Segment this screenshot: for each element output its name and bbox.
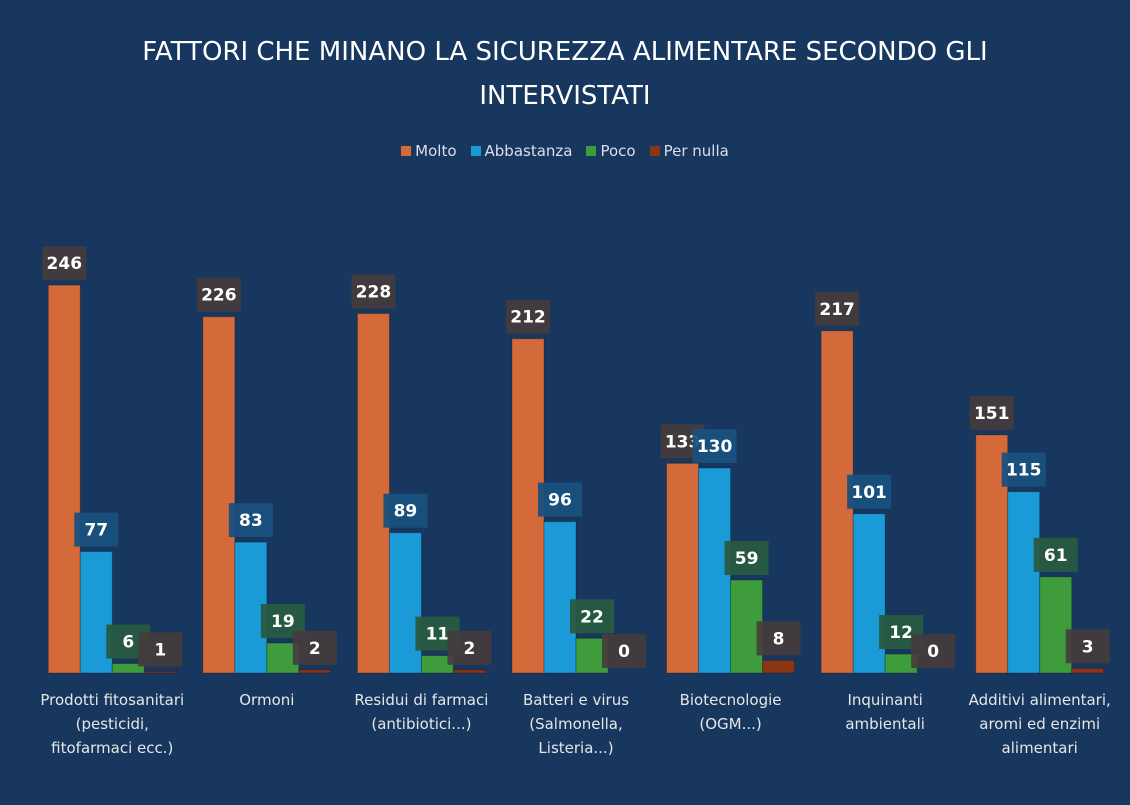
data-label: 101	[851, 483, 887, 503]
data-label: 59	[735, 549, 759, 569]
bar	[298, 669, 332, 674]
legend: Molto Abbastanza Poco Per nulla	[0, 142, 1130, 160]
legend-item: Per nulla	[649, 142, 729, 160]
x-tick-label: Batteri e virus (Salmonella, Listeria...…	[522, 691, 630, 757]
data-label-box	[1001, 452, 1046, 487]
x-tick-label: Inquinanti ambientali	[845, 691, 925, 733]
data-label: 115	[1006, 461, 1042, 481]
data-label: 8	[773, 629, 785, 649]
bar	[388, 532, 422, 674]
data-label-box	[447, 630, 492, 665]
legend-item: Poco	[586, 142, 636, 160]
data-label-box	[1065, 629, 1110, 664]
data-label-box	[911, 634, 956, 668]
data-label-box	[292, 630, 337, 665]
data-label-box	[74, 512, 119, 547]
data-label-box	[602, 634, 646, 668]
data-label: 12	[889, 623, 913, 643]
data-label-box	[692, 429, 737, 464]
legend-swatch	[401, 146, 412, 156]
data-label: 89	[394, 502, 418, 522]
legend-label: Molto	[415, 142, 457, 160]
bar	[202, 316, 236, 674]
data-label: 2	[464, 639, 476, 659]
data-label-box	[847, 474, 892, 509]
x-tick-label: Ormoni	[239, 691, 295, 709]
data-label-box	[815, 291, 860, 326]
data-label: 61	[1044, 546, 1068, 566]
data-label-box	[138, 632, 183, 667]
data-label-box	[969, 395, 1014, 430]
data-label-box	[756, 621, 801, 656]
legend-swatch	[586, 146, 597, 156]
x-tick-label: Additivi alimentari, aromi ed enzimi ali…	[968, 691, 1111, 757]
data-label-box	[351, 274, 396, 309]
data-label: 226	[201, 286, 237, 306]
x-tick-label: Prodotti fitosanitari (pesticidi, fitofa…	[40, 691, 185, 757]
data-label: 246	[47, 254, 83, 274]
data-label-box	[570, 599, 614, 634]
bar	[666, 462, 700, 674]
data-label: 83	[239, 511, 263, 531]
data-label: 19	[271, 612, 295, 632]
data-label-box	[42, 246, 87, 281]
x-tick-label: Residui di farmaci (antibiotici...)	[354, 691, 489, 733]
chart-title: FATTORI CHE MINANO LA SICUREZZA ALIMENTA…	[142, 37, 988, 111]
legend-swatch	[649, 146, 660, 156]
data-label: 217	[819, 300, 855, 320]
data-label: 151	[974, 404, 1010, 424]
data-label-box	[383, 493, 428, 528]
legend-label: Abbastanza	[484, 142, 573, 160]
data-label-box	[1033, 537, 1078, 572]
data-label: 6	[122, 633, 134, 653]
data-label-box	[724, 540, 769, 575]
data-label: 130	[697, 437, 733, 457]
bar	[1007, 491, 1041, 674]
data-label-box	[196, 277, 241, 312]
data-label: 3	[1082, 637, 1094, 657]
data-label-box	[506, 299, 550, 334]
bar	[356, 313, 390, 674]
data-label: 22	[580, 607, 604, 627]
data-label: 77	[84, 521, 108, 541]
bar	[47, 284, 81, 674]
x-tick-label: Biotecnologie (OGM...)	[679, 691, 782, 733]
bar	[1071, 667, 1105, 674]
data-label: 2	[309, 639, 321, 659]
bar	[143, 670, 177, 674]
bar	[452, 669, 486, 674]
legend-item: Molto	[401, 142, 457, 160]
legend-item: Abbastanza	[470, 142, 573, 160]
bar	[543, 521, 577, 674]
bar	[852, 513, 886, 674]
data-label: 11	[426, 625, 450, 645]
bar	[762, 659, 796, 674]
data-label: 133	[665, 432, 701, 452]
legend-swatch	[470, 146, 481, 156]
data-label: 1	[154, 640, 166, 660]
legend-label: Poco	[600, 142, 636, 160]
data-label: 228	[356, 283, 392, 303]
legend-label: Per nulla	[663, 142, 729, 160]
data-label-box	[538, 482, 582, 517]
data-label: 212	[510, 308, 546, 328]
data-label: 0	[927, 642, 939, 662]
data-label: 0	[618, 642, 630, 662]
data-label-box	[228, 503, 273, 538]
data-label: 96	[548, 491, 572, 511]
bar	[111, 663, 145, 674]
